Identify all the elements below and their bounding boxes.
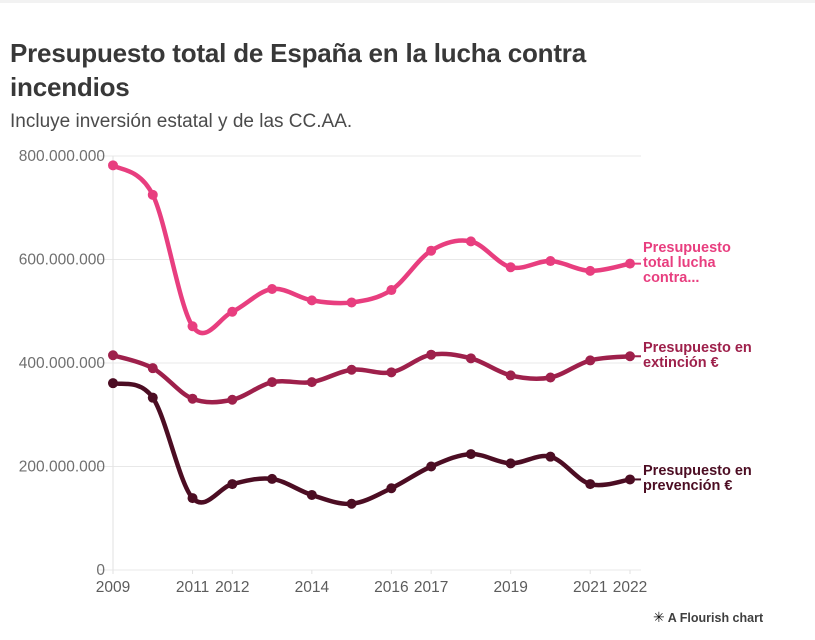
data-point — [187, 493, 198, 504]
data-point — [585, 479, 596, 490]
data-point — [267, 377, 278, 388]
chart-subtitle: Incluye inversión estatal y de las CC.AA… — [10, 111, 353, 132]
series-legend-1: Presupuesto en extinción € — [643, 340, 752, 372]
y-tick-label: 400.000.000 — [19, 355, 106, 372]
data-point — [426, 349, 437, 360]
y-tick-label: 0 — [96, 562, 105, 579]
data-point — [545, 451, 556, 462]
x-tick-label: 2022 — [613, 579, 647, 596]
data-point — [585, 355, 596, 366]
series-markers-1 — [108, 349, 635, 405]
data-point — [625, 474, 635, 485]
data-point — [465, 449, 476, 460]
y-tick-label: 600.000.000 — [19, 252, 106, 269]
data-point — [147, 392, 158, 403]
data-point — [545, 256, 556, 267]
chart-area: 0 200.000.000 400.000.000 600.000.000 800.00… — [0, 140, 815, 600]
x-tick-label: 2021 — [573, 579, 607, 596]
data-point — [465, 236, 476, 247]
chart-title: Presupuesto total de España en la lucha … — [10, 38, 586, 103]
flourish-star-icon: ✳ — [653, 609, 665, 625]
data-point — [625, 351, 635, 362]
y-tick-label: 800.000.000 — [19, 148, 106, 165]
data-point — [346, 498, 357, 509]
series-line-0 — [110, 163, 633, 336]
data-point — [386, 367, 397, 378]
data-point — [108, 160, 118, 171]
data-point — [108, 378, 118, 389]
x-tick-label: 2012 — [215, 579, 249, 596]
data-point — [306, 295, 317, 306]
data-point — [227, 479, 238, 490]
flourish-attribution-link[interactable]: ✳ A Flourish chart — [653, 609, 763, 626]
flourish-attribution-text: A Flourish chart — [667, 610, 764, 625]
top-strip — [0, 0, 815, 3]
data-point — [386, 483, 397, 494]
data-point — [505, 458, 516, 469]
data-point — [108, 350, 118, 361]
data-point — [147, 189, 158, 200]
y-axis-labels: 0 200.000.000 400.000.000 600.000.000 800.00… — [19, 148, 106, 579]
data-point — [505, 262, 516, 273]
y-tick-label: 200.000.000 — [19, 459, 106, 476]
series-legend-2: Presupuesto en prevención € — [643, 463, 752, 495]
data-point — [625, 258, 635, 269]
data-point — [267, 283, 278, 294]
data-point — [426, 461, 437, 472]
data-point — [346, 297, 357, 308]
series-markers-0 — [108, 160, 635, 332]
data-point — [187, 321, 198, 332]
data-point — [465, 353, 476, 364]
x-tick-label: 2017 — [414, 579, 448, 596]
series-legend-0: Presupuesto total lucha contra... — [643, 240, 731, 287]
data-point — [505, 370, 516, 381]
data-point — [306, 489, 317, 500]
data-point — [267, 473, 278, 484]
data-point — [227, 394, 238, 405]
data-point — [545, 372, 556, 383]
x-tick-label: 2011 — [176, 579, 209, 596]
data-point — [187, 393, 198, 404]
y-gridlines — [97, 155, 641, 571]
line-chart-svg: 0 200.000.000 400.000.000 600.000.000 800.00… — [19, 148, 647, 596]
x-tick-label: 2009 — [96, 579, 130, 596]
series-markers-2 — [108, 378, 635, 509]
data-point — [426, 245, 437, 256]
data-point — [306, 377, 317, 388]
data-point — [227, 306, 238, 317]
data-point — [585, 265, 596, 276]
data-point — [386, 285, 397, 296]
x-axis-labels: 2009 2011 2012 2014 2016 2017 2019 2021 2022 — [96, 570, 647, 596]
x-tick-label: 2019 — [493, 579, 527, 596]
data-point — [147, 363, 158, 374]
x-tick-label: 2016 — [374, 579, 408, 596]
x-tick-label: 2014 — [295, 579, 330, 596]
data-point — [346, 364, 357, 375]
